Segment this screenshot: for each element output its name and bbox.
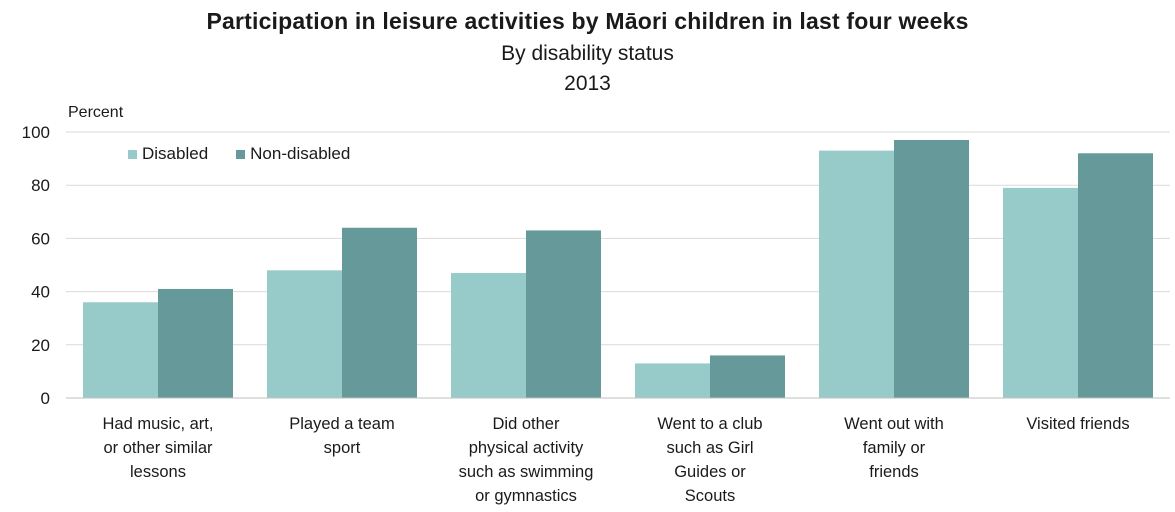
x-tick-label: Went out with: [844, 415, 944, 433]
legend-label-non-disabled: Non-disabled: [250, 144, 351, 163]
y-tick-label: 60: [31, 229, 50, 248]
chart-subtitle: By disability status: [501, 42, 674, 65]
y-tick-label: 80: [31, 176, 50, 195]
chart-title: Participation in leisure activities by M…: [206, 8, 969, 34]
y-tick-label: 20: [31, 336, 50, 355]
x-tick-label: Played a team: [289, 415, 394, 433]
bar-disabled: [83, 302, 158, 398]
y-tick-label: 100: [22, 123, 50, 142]
legend-item-disabled: Disabled: [128, 144, 208, 164]
x-tick-label: Scouts: [685, 487, 735, 505]
legend-swatch-disabled: [128, 149, 137, 159]
bar-disabled: [819, 150, 894, 398]
x-tick-label: Went to a club: [657, 415, 762, 433]
x-tick-label: such as Girl: [666, 439, 753, 457]
x-tick-label: or other similar: [103, 439, 213, 457]
bar-non-disabled: [158, 288, 233, 398]
bar-non-disabled: [1078, 153, 1153, 398]
x-tick-label: family or: [863, 439, 926, 457]
bar-non-disabled: [710, 355, 785, 398]
bar-non-disabled: [342, 227, 417, 398]
bar-disabled: [267, 270, 342, 398]
bar-disabled: [635, 363, 710, 398]
y-tick-label: 40: [31, 283, 50, 302]
legend-swatch-non-disabled: [236, 149, 246, 159]
bar-non-disabled: [894, 139, 969, 399]
x-tick-label: Visited friends: [1026, 415, 1129, 433]
x-tick-label: such as swimming: [459, 463, 594, 481]
y-axis-label: Percent: [68, 104, 124, 121]
y-tick-label: 0: [41, 389, 50, 408]
x-tick-label: sport: [324, 439, 361, 457]
chart-year: 2013: [564, 72, 611, 95]
legend-item-non-disabled: Non-disabled: [236, 144, 350, 164]
x-tick-label: friends: [869, 463, 919, 481]
x-tick-label: Guides or: [674, 463, 746, 481]
x-tick-label: Had music, art,: [103, 415, 214, 433]
x-tick-label: physical activity: [469, 439, 584, 457]
bar-disabled: [451, 272, 526, 398]
bar-disabled: [1003, 187, 1078, 398]
legend: Disabled Non-disabled: [128, 144, 350, 164]
x-tick-label: or gymnastics: [475, 487, 577, 505]
legend-label-disabled: Disabled: [142, 144, 209, 163]
x-tick-label: Did other: [493, 415, 560, 433]
x-tick-label: lessons: [130, 463, 186, 481]
bar-non-disabled: [526, 230, 601, 398]
